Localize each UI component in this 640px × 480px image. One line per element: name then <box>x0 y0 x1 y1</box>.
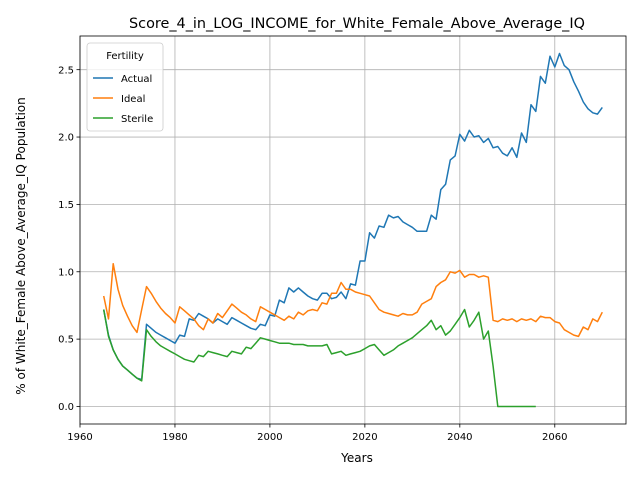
x-tick-label: 1980 <box>162 432 187 443</box>
legend-title: Fertility <box>106 51 144 62</box>
chart-title: Score_4_in_LOG_INCOME_for_White_Female_A… <box>129 16 585 32</box>
x-tick-label: 2000 <box>257 432 282 443</box>
x-axis-label: Years <box>340 451 373 465</box>
legend-label-sterile: Sterile <box>121 114 153 125</box>
x-tick-label: 1960 <box>67 432 92 443</box>
y-tick-label: 0.0 <box>58 402 74 413</box>
grid <box>79 36 626 424</box>
y-tick-label: 2.5 <box>58 65 74 76</box>
y-tick-label: 2.0 <box>58 133 74 144</box>
x-axis: 1960 1980 2000 2020 2040 2060 <box>67 424 568 443</box>
series-line-sterile <box>102 308 536 408</box>
legend-box <box>86 42 164 132</box>
series-line-ideal <box>102 262 603 338</box>
series-line-actual <box>102 52 603 381</box>
legend-label-actual: Actual <box>121 74 152 85</box>
y-tick-label: 1.0 <box>58 267 74 278</box>
x-tick-label: 2040 <box>447 432 472 443</box>
x-tick-label: 2020 <box>352 432 377 443</box>
x-tick-label: 2060 <box>542 432 567 443</box>
series-layer <box>102 52 603 408</box>
legend-label-ideal: Ideal <box>121 94 145 105</box>
plot-frame <box>79 35 627 425</box>
y-axis: 0.0 0.5 1.0 1.5 2.0 2.5 <box>58 65 80 413</box>
y-tick-label: 1.5 <box>58 200 74 211</box>
y-axis-label: % of White_Female Above_Average_IQ Popul… <box>14 97 28 394</box>
y-tick-label: 0.5 <box>58 335 74 346</box>
legend: Fertility Actual Ideal Sterile <box>86 42 164 132</box>
